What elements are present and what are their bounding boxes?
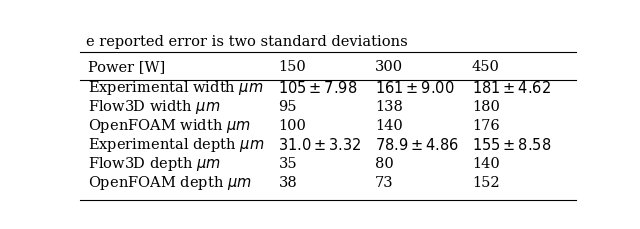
Text: 38: 38 <box>278 176 297 190</box>
Text: 138: 138 <box>375 100 403 113</box>
Text: $181 \pm 4.62$: $181 \pm 4.62$ <box>472 79 551 95</box>
Text: 140: 140 <box>375 119 403 133</box>
Text: $78.9 \pm 4.86$: $78.9 \pm 4.86$ <box>375 136 459 153</box>
Text: Power [W]: Power [W] <box>88 60 166 74</box>
Text: $31.0 \pm 3.32$: $31.0 \pm 3.32$ <box>278 136 362 153</box>
Text: e reported error is two standard deviations: e reported error is two standard deviati… <box>86 35 408 49</box>
Text: 180: 180 <box>472 100 500 113</box>
Text: 450: 450 <box>472 60 500 74</box>
Text: $161 \pm 9.00$: $161 \pm 9.00$ <box>375 79 454 95</box>
Text: $105 \pm 7.98$: $105 \pm 7.98$ <box>278 79 358 95</box>
Text: Experimental depth $\mu m$: Experimental depth $\mu m$ <box>88 136 265 153</box>
Text: OpenFOAM width $\mu m$: OpenFOAM width $\mu m$ <box>88 117 252 134</box>
Text: Flow3D width $\mu m$: Flow3D width $\mu m$ <box>88 98 221 115</box>
Text: Flow3D depth $\mu m$: Flow3D depth $\mu m$ <box>88 155 221 173</box>
Text: Experimental width $\mu m$: Experimental width $\mu m$ <box>88 79 264 96</box>
Text: 73: 73 <box>375 176 394 190</box>
Text: 100: 100 <box>278 119 307 133</box>
Text: 80: 80 <box>375 157 394 171</box>
Text: OpenFOAM depth $\mu m$: OpenFOAM depth $\mu m$ <box>88 174 252 192</box>
Text: 152: 152 <box>472 176 499 190</box>
Text: 176: 176 <box>472 119 500 133</box>
Text: $155 \pm 8.58$: $155 \pm 8.58$ <box>472 136 551 153</box>
Text: 150: 150 <box>278 60 306 74</box>
Text: 35: 35 <box>278 157 297 171</box>
Text: 95: 95 <box>278 100 297 113</box>
Text: 140: 140 <box>472 157 500 171</box>
Text: 300: 300 <box>375 60 403 74</box>
